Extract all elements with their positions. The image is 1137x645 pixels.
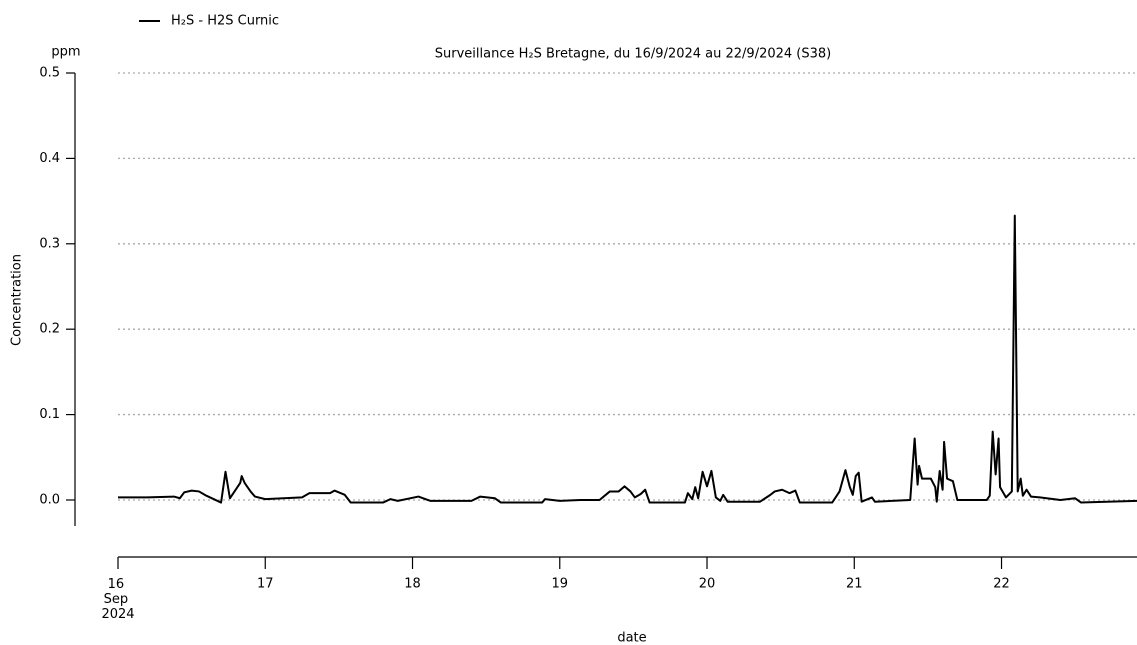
x-axis-label: date — [617, 631, 646, 645]
chart-title: Surveillance H₂S Bretagne, du 16/9/2024 … — [435, 47, 832, 62]
legend-label: H₂S - H2S Curnic — [171, 14, 279, 29]
x-tick-label: 22 — [993, 577, 1010, 592]
x-tick-label: 20 — [699, 577, 716, 592]
x-tick-label: 17 — [257, 577, 274, 592]
y-tick-label: 0.5 — [39, 66, 60, 81]
x-tick-label: 21 — [846, 577, 863, 592]
y-unit: ppm — [51, 45, 80, 60]
y-tick-label: 0.0 — [39, 492, 60, 507]
y-axis-label: Concentration — [10, 254, 25, 346]
y-tick-label: 0.3 — [39, 236, 60, 251]
y-tick-label: 0.2 — [39, 322, 60, 337]
data-line — [118, 214, 1137, 504]
y-tick-label: 0.4 — [39, 151, 60, 166]
x-tick-label: 18 — [404, 577, 421, 592]
x-tick-label: 16 Sep 2024 — [101, 577, 134, 622]
x-tick-label: 19 — [551, 577, 568, 592]
y-tick-label: 0.1 — [39, 407, 60, 422]
